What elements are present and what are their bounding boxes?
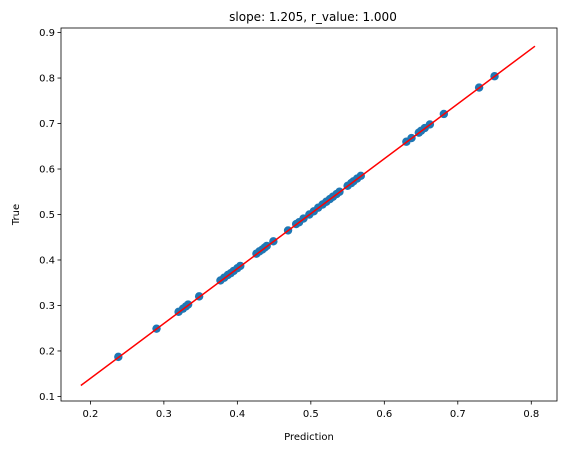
y-tick-label: 0.3 [39, 301, 55, 312]
x-tick-label: 0.5 [303, 409, 319, 420]
x-tick-label: 0.8 [523, 409, 539, 420]
x-tick-label: 0.7 [450, 409, 466, 420]
y-tick-label: 0.8 [39, 74, 55, 85]
chart-title: slope: 1.205, r_value: 1.000 [229, 10, 397, 24]
axis-ticks: 0.2 0.3 0.4 0.5 0.6 0.7 0.8 0.1 0.2 0.3 0.4 0.5 0.6 0… [39, 28, 539, 420]
y-tick-label: 0.4 [39, 255, 55, 266]
y-axis-label: True [11, 204, 22, 226]
y-tick-label: 0.2 [39, 346, 55, 357]
fit-line [80, 45, 536, 387]
x-tick-label: 0.4 [229, 409, 245, 420]
y-tick-label: 0.1 [39, 392, 55, 403]
y-tick-label: 0.9 [39, 28, 55, 39]
y-tick-label: 0.5 [39, 210, 55, 221]
y-tick-label: 0.6 [39, 165, 55, 176]
x-tick-label: 0.3 [156, 409, 172, 420]
plot-area [80, 45, 536, 387]
y-tick-label: 0.7 [39, 119, 55, 130]
x-tick-label: 0.6 [376, 409, 392, 420]
x-tick-label: 0.2 [82, 409, 98, 420]
x-axis-label: Prediction [284, 432, 334, 443]
